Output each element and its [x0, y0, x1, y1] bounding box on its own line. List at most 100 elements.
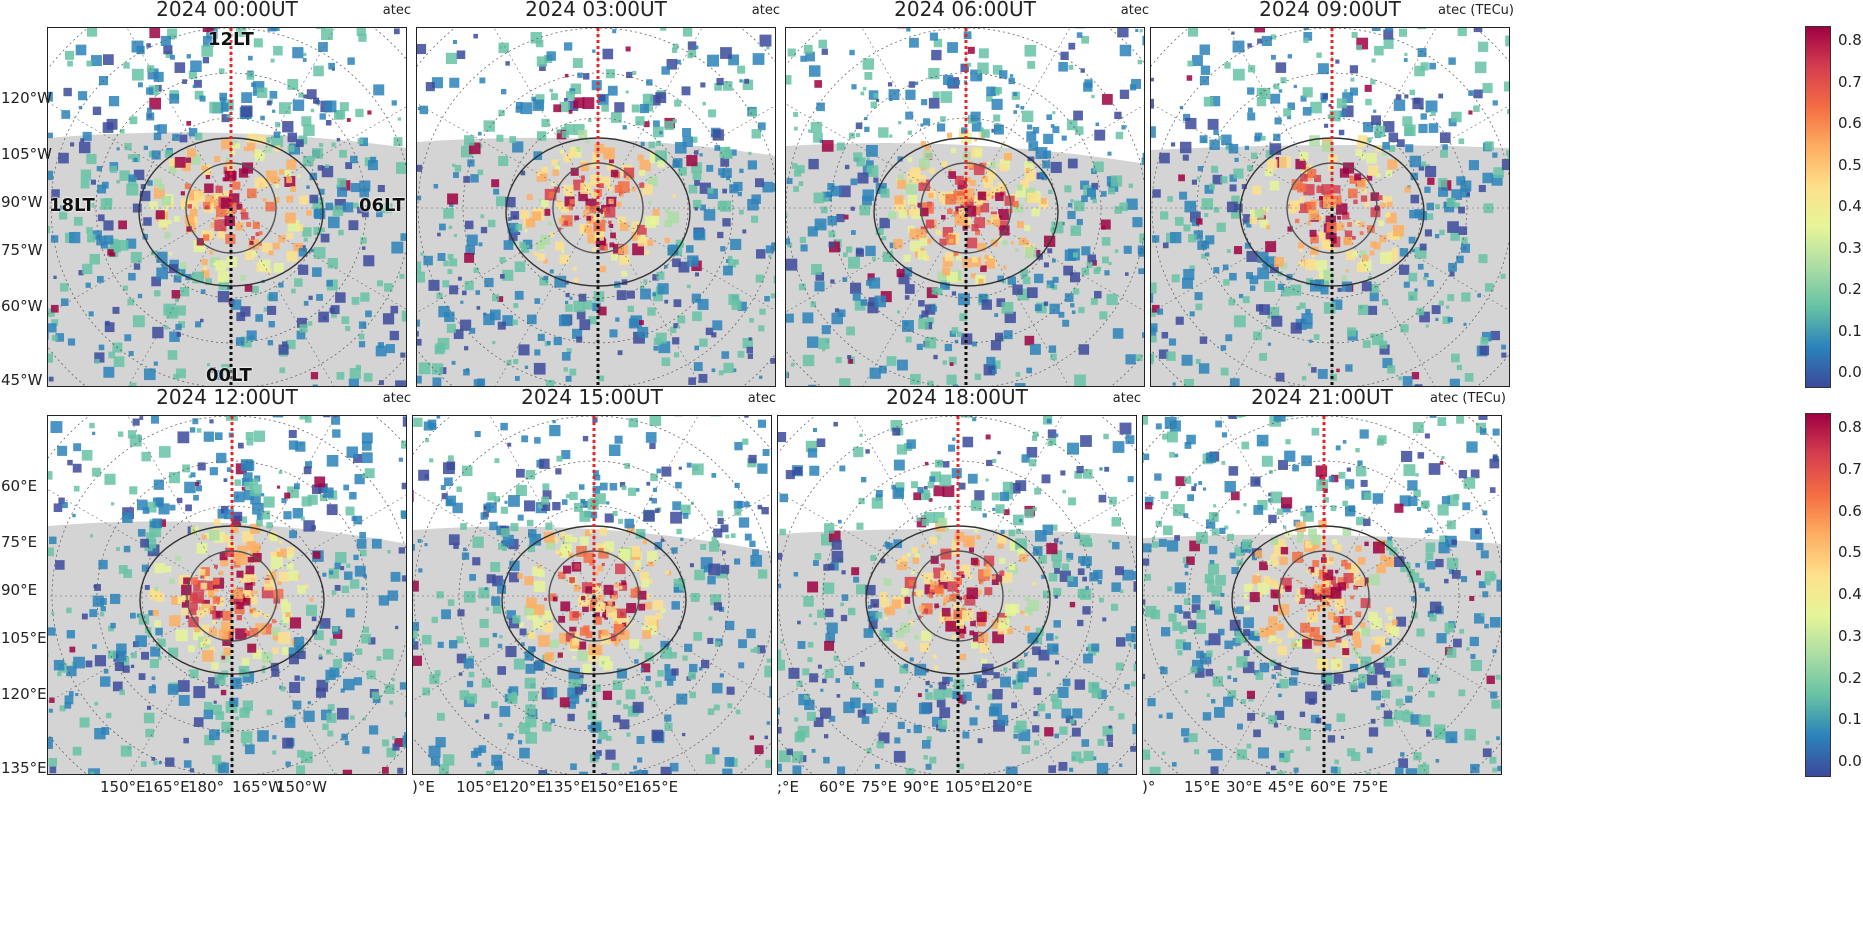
latitude-label: 90°W	[1, 193, 43, 211]
longitude-line	[1323, 595, 1428, 774]
panel-variable-label: atec (TECu)	[1438, 3, 1514, 18]
latitude-label: 60°E	[1, 477, 38, 495]
longitude-line	[128, 595, 233, 774]
longitude-line	[1323, 595, 1501, 699]
latitude-label: 45°W	[1, 371, 43, 389]
longitude-line	[1331, 105, 1509, 209]
colorbar-tick-label: 0.7	[1838, 72, 1862, 91]
panel-title: 2024 06:00UT	[894, 0, 1036, 21]
polar-map	[412, 415, 772, 775]
latitude-label: 60°W	[1, 297, 43, 315]
longitude-line	[48, 101, 232, 209]
colorbar-bottom	[1805, 413, 1831, 777]
longitude-label: 45°E	[1268, 778, 1305, 796]
longitude-line	[1220, 595, 1325, 774]
tec-coverage	[1143, 416, 1501, 774]
panel-title: 2024 12:00UT	[156, 385, 298, 409]
tec-coverage	[413, 416, 771, 774]
map-panel: 2024 00:00UT atec 12LT 18LT 06LT 00LT	[47, 0, 411, 387]
colorbar-tick-label: 0.4	[1838, 585, 1862, 603]
tec-polar-plot	[417, 28, 775, 386]
panel-title: 2024 15:00UT	[521, 385, 663, 409]
longitude-line	[593, 595, 698, 774]
map-panel: 2024 09:00UT atec (TECu)	[1150, 0, 1514, 387]
longitude-label: 150°E	[100, 778, 146, 796]
longitude-line	[965, 28, 1071, 209]
polar-map	[1142, 415, 1502, 775]
polar-map	[416, 27, 776, 387]
longitude-line	[957, 595, 1136, 700]
colorbar-tick-label: 0.0	[1838, 752, 1862, 770]
lt-label-midnight: 00LT	[206, 365, 252, 386]
longitude-label: 75°E	[861, 778, 898, 796]
longitude-line	[1323, 493, 1501, 597]
longitude-line	[48, 595, 233, 703]
longitude-line	[597, 207, 775, 311]
colorbar-tick-label: 0.2	[1838, 668, 1862, 687]
longitude-line	[1151, 207, 1333, 313]
longitude-line	[230, 207, 335, 386]
latitude-label: 120°E	[1, 685, 47, 703]
polar-map	[785, 27, 1145, 387]
longitude-line	[1219, 416, 1325, 597]
longitude-line	[786, 207, 967, 313]
tec-coverage	[1151, 28, 1509, 386]
longitude-line	[417, 103, 599, 209]
panel-variable-label: atec	[382, 391, 411, 406]
longitude-label: 60°E	[1310, 778, 1347, 796]
longitude-label: 165°E	[632, 778, 679, 796]
longitude-line	[1143, 491, 1325, 597]
longitude-line	[1323, 416, 1429, 597]
longitude-line	[778, 491, 959, 597]
latitude-label: 135°E	[1, 759, 47, 777]
longitude-line	[127, 207, 232, 386]
lt-label-dawn: 06LT	[359, 195, 405, 216]
longitude-label: 180°	[188, 778, 225, 796]
tec-polar-plot	[48, 416, 406, 774]
longitude-line	[597, 105, 775, 209]
latitude-label: 75°E	[1, 533, 38, 551]
tec-polar-plot	[778, 416, 1136, 774]
longitude-label: 75°E	[1352, 778, 1389, 796]
longitude-line	[862, 207, 967, 386]
tec-coverage	[417, 28, 775, 386]
longitude-line	[965, 207, 1144, 312]
colorbar-tick-label: 0.8	[1838, 31, 1862, 49]
longitude-label: 90°E	[903, 778, 940, 796]
tec-polar-plot	[1151, 28, 1509, 386]
latitude-label: 105°W	[1, 145, 52, 163]
panel-variable-label: atec	[1112, 391, 1141, 406]
lt-label-noon: 12LT	[208, 29, 254, 50]
panel-variable-label: atec	[747, 391, 776, 406]
colorbar-tick-label: 0.6	[1838, 501, 1862, 520]
longitude-line	[126, 28, 232, 209]
colorbar-tick-label: 0.7	[1838, 459, 1862, 478]
map-panel: 2024 12:00UT atec	[47, 385, 411, 775]
panel-variable-label: atec (TECu)	[1430, 391, 1506, 406]
latitude-label: 120°W	[1, 89, 52, 107]
longitude-line	[231, 416, 337, 597]
panel-title: 2024 00:00UT	[156, 0, 298, 21]
longitude-line	[597, 28, 703, 209]
longitude-line	[413, 595, 595, 701]
longitude-line	[853, 416, 959, 597]
polar-map	[777, 415, 1137, 775]
longitude-line	[489, 416, 595, 597]
longitude-line	[231, 595, 336, 774]
colorbar-tick-label: 0.1	[1838, 710, 1862, 729]
longitude-label: ;°E	[777, 778, 800, 796]
longitude-label: )°E	[412, 778, 435, 796]
longitude-line	[494, 207, 599, 386]
longitude-label: )°	[1142, 778, 1156, 796]
colorbar-top	[1805, 26, 1831, 388]
longitude-line	[230, 106, 406, 209]
longitude-label: 165°W	[232, 778, 283, 796]
tec-coverage	[48, 416, 406, 774]
colorbar-tick-label: 0.5	[1838, 155, 1862, 174]
longitude-line	[493, 28, 599, 209]
night-shading	[48, 521, 406, 774]
tec-polar-plot	[413, 416, 771, 774]
longitude-label: 105°E	[456, 778, 502, 796]
tec-polar-plot	[48, 28, 406, 386]
longitude-label: 120°E	[987, 778, 1033, 796]
